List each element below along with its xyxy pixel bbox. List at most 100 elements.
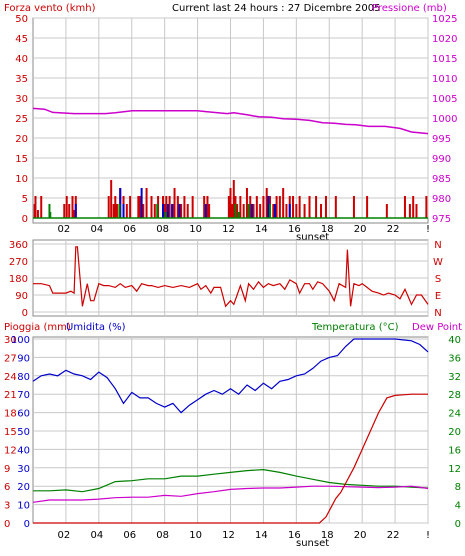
hour-tick-label-bottom: 10	[189, 530, 202, 541]
wind-axis-title: Forza vento (kmh)	[4, 3, 96, 14]
wind-axis-tick: 25	[15, 114, 28, 125]
humidity-axis-tick: 40	[17, 445, 30, 456]
temperature-axis-tick: 4	[455, 501, 461, 512]
wind-axis-tick: 50	[15, 14, 28, 25]
humidity-axis-tick: 50	[17, 427, 30, 438]
dewpoint-line	[32, 485, 429, 503]
hour-tick-label-top: 14	[255, 224, 268, 235]
compass-label: W	[433, 257, 443, 268]
pressure-axis-tick: 995	[432, 134, 451, 145]
rain-axis-tick: 30	[4, 335, 17, 346]
compass-label: N	[434, 308, 441, 319]
humidity-axis-tick: 0	[24, 519, 30, 530]
temperature-axis-tick: 20	[448, 427, 461, 438]
pressure-series-line	[32, 107, 429, 135]
humidity-axis-tick: 30	[17, 464, 30, 475]
humidity-axis-tick: 70	[17, 390, 30, 401]
pressure-axis-tick: 1010	[432, 74, 457, 85]
wind-axis-tick: 15	[15, 154, 28, 165]
humidity-axis-tick: 20	[17, 482, 30, 493]
direction-axis-tick: 180	[9, 274, 28, 285]
hour-tick-label-top: 08	[156, 224, 169, 235]
pressure-axis-title: Pressione (mb)	[372, 3, 447, 14]
hour-tick-label-bottom: 16	[288, 530, 301, 541]
humidity-axis-tick: 90	[17, 353, 30, 364]
pressure-axis-tick: 980	[432, 194, 451, 205]
wind-axis-tick: 40	[15, 54, 28, 65]
temperature-axis-tick: 8	[455, 482, 461, 493]
temperature-axis-tick: 28	[448, 390, 461, 401]
temperature-axis-tick: 24	[448, 409, 461, 420]
rain-axis-tick: 6	[4, 482, 10, 493]
hour-tick-label-bottom: 22	[387, 530, 400, 541]
compass-label: E	[435, 291, 441, 302]
pressure-axis-tick: 1025	[432, 14, 457, 25]
compass-label: N	[434, 240, 441, 251]
dewpoint-axis-title: Dew Point	[412, 322, 462, 333]
hour-tick-label-bottom: 20	[354, 530, 367, 541]
rain-axis-tick: 27	[4, 353, 17, 364]
temperature-axis-tick: 40	[448, 335, 461, 346]
pressure-axis-tick: 1000	[432, 114, 457, 125]
rain-axis-tick: 15	[4, 427, 17, 438]
hour-tick-label-bottom: !	[426, 530, 430, 541]
hour-tick-label-top: 20	[354, 224, 367, 235]
humidity-axis-title: Umidita (%)	[66, 322, 126, 333]
hour-tick-label-top: 10	[189, 224, 202, 235]
wind-direction-line	[33, 246, 429, 308]
hour-tick-label-bottom: 14	[255, 530, 268, 541]
hour-tick-label-bottom: 18	[321, 530, 334, 541]
hour-tick-label-bottom: 02	[58, 530, 71, 541]
wind-axis-tick: 45	[15, 34, 28, 45]
compass-label: S	[435, 274, 441, 285]
sunset-marker-top: sunset	[296, 232, 329, 243]
hour-tick-label-top: !	[426, 224, 430, 235]
wind-axis-tick: 5	[22, 194, 28, 205]
hour-tick-label-top: 22	[387, 224, 400, 235]
wind-axis-tick: 30	[15, 94, 28, 105]
rain-axis-tick: 24	[4, 372, 17, 383]
hour-tick-label-top: 06	[123, 224, 136, 235]
direction-axis-tick: 0	[22, 308, 28, 319]
temperature-axis-tick: 32	[448, 372, 461, 383]
humidity-axis-tick: 10	[17, 501, 30, 512]
temperature-axis-title: Temperatura (°C)	[311, 322, 399, 333]
wind-axis-tick: 20	[15, 134, 28, 145]
hour-tick-label-bottom: 04	[90, 530, 103, 541]
wind-axis-tick: 35	[15, 74, 28, 85]
pressure-axis-tick: 985	[432, 174, 451, 185]
temperature-axis-tick: 16	[448, 445, 461, 456]
hour-tick-label-top: 12	[222, 224, 235, 235]
direction-axis-tick: 90	[15, 291, 28, 302]
rain-axis-tick: 12	[4, 445, 17, 456]
rain-axis-tick: 18	[4, 409, 17, 420]
wind-axis-tick: 10	[15, 174, 28, 185]
humidity-axis-tick: 60	[17, 409, 30, 420]
wind-pressure-panel: 0 5 10 15 20 25 30 35 40 45 50 975 980 985 990 995 1000…	[15, 14, 457, 243]
temperature-axis-tick: 12	[448, 464, 461, 475]
hour-tick-label-top: 02	[58, 224, 71, 235]
pressure-axis-tick: 975	[432, 214, 451, 225]
temperature-line	[33, 468, 429, 493]
pressure-axis-tick: 1005	[432, 94, 457, 105]
hour-tick-label-top: 04	[90, 224, 103, 235]
pressure-axis-tick: 990	[432, 154, 451, 165]
temperature-axis-tick: 36	[448, 353, 461, 364]
hour-tick-label-bottom: 08	[156, 530, 169, 541]
direction-axis-tick: 360	[9, 240, 28, 251]
chart-date-title: Current last 24 hours : 27 Dicembre 2005	[172, 3, 381, 14]
humidity-axis-tick: 100	[11, 335, 30, 346]
sunset-marker-bottom: sunset	[296, 538, 329, 549]
rain-line	[33, 393, 428, 524]
wind-axis-tick: 0	[22, 214, 28, 225]
humidity-axis-tick: 80	[17, 372, 30, 383]
rain-axis-tick: 9	[4, 464, 10, 475]
rain-axis-tick: 0	[4, 519, 10, 530]
pressure-axis-tick: 1020	[432, 34, 457, 45]
hour-tick-label-bottom: 12	[222, 530, 235, 541]
rain-axis-tick: 3	[4, 501, 10, 512]
temperature-axis-tick: 0	[455, 519, 461, 530]
